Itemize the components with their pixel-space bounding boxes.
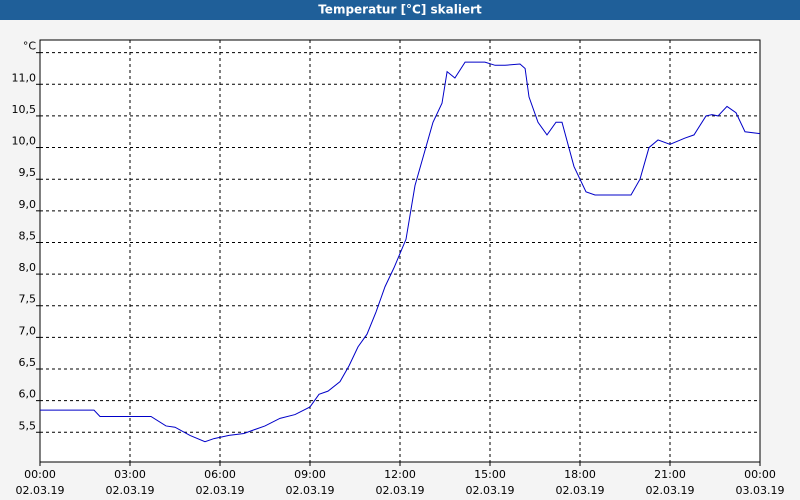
y-tick-label: 7,0	[19, 324, 37, 337]
x-tick-label: 21:00	[654, 468, 686, 481]
x-tick-label: 00:00	[24, 468, 56, 481]
y-tick-label: 8,5	[19, 229, 37, 242]
x-tick-label: 18:00	[564, 468, 596, 481]
chart-title: Temperatur [°C] skaliert	[318, 3, 482, 17]
x-tick-label: 02.03.19	[286, 484, 335, 497]
y-tick-label: 7,5	[19, 293, 37, 306]
x-tick-label: 00:00	[744, 468, 776, 481]
x-tick-label: 02.03.19	[646, 484, 695, 497]
x-tick-label: 12:00	[384, 468, 416, 481]
x-tick-label: 02.03.19	[16, 484, 65, 497]
y-tick-label: 6,0	[19, 388, 37, 401]
y-tick-label: 10,5	[12, 103, 37, 116]
x-tick-label: 02.03.19	[556, 484, 605, 497]
y-tick-label: 9,5	[19, 166, 37, 179]
x-tick-label: 06:00	[204, 468, 236, 481]
x-tick-label: 02.03.19	[196, 484, 245, 497]
x-tick-label: 02.03.19	[106, 484, 155, 497]
x-tick-label: 03:00	[114, 468, 146, 481]
y-tick-label: 10,0	[12, 135, 37, 148]
x-tick-label: 03.03.19	[736, 484, 785, 497]
y-tick-label: 8,0	[19, 261, 37, 274]
x-tick-label: 02.03.19	[376, 484, 425, 497]
x-tick-label: 02.03.19	[466, 484, 515, 497]
y-tick-label: 9,0	[19, 198, 37, 211]
x-tick-label: 09:00	[294, 468, 326, 481]
y-tick-label: 5,5	[19, 419, 37, 432]
y-tick-label: °C	[23, 40, 37, 53]
x-tick-label: 15:00	[474, 468, 506, 481]
y-tick-label: 11,0	[12, 71, 37, 84]
title-bar	[0, 0, 800, 20]
y-tick-label: 6,5	[19, 356, 37, 369]
data-line	[40, 61, 761, 443]
